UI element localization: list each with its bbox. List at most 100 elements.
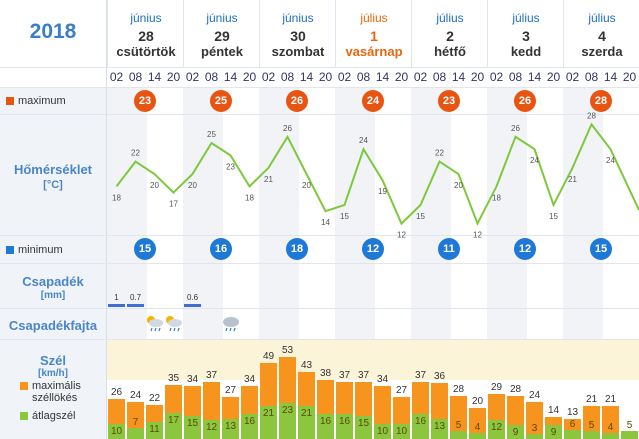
precip-value-label: 0.6 bbox=[186, 293, 199, 302]
wind-gust-label: 38 bbox=[319, 368, 332, 380]
hour-label: 08 bbox=[128, 70, 143, 84]
wind-avg-label: 21 bbox=[262, 408, 275, 420]
temperature-point-label: 12 bbox=[473, 231, 482, 240]
hour-label: 14 bbox=[299, 70, 314, 84]
day-header[interactable]: július 3 kedd bbox=[487, 0, 564, 67]
wind-gust-label: 20 bbox=[471, 396, 484, 407]
hour-label: 02 bbox=[413, 70, 428, 84]
day-name: csütörtök bbox=[116, 44, 176, 59]
temperature-point-label: 22 bbox=[435, 149, 444, 158]
night-band bbox=[411, 87, 451, 339]
wind-gust-label: 37 bbox=[205, 369, 218, 381]
wind-gust-label: 22 bbox=[148, 392, 161, 404]
wind-gust-label: 26 bbox=[110, 386, 123, 398]
wind-gust-label: 13 bbox=[566, 406, 579, 418]
day-name: szerda bbox=[581, 44, 623, 59]
wind-gust-label: 24 bbox=[528, 389, 541, 401]
day-number: 30 bbox=[290, 28, 306, 44]
max-legend-square bbox=[6, 97, 14, 106]
day-name: kedd bbox=[510, 44, 542, 59]
wind-avg-bar bbox=[621, 431, 638, 439]
night-band bbox=[259, 87, 299, 339]
temperature-point-label: 15 bbox=[416, 212, 425, 221]
day-header[interactable]: július 4 szerda bbox=[563, 0, 639, 67]
hour-label: 20 bbox=[166, 70, 181, 84]
wind-avg-label: 16 bbox=[319, 416, 332, 428]
wind-avg-bar bbox=[412, 414, 429, 439]
wind-gust-label: 21 bbox=[585, 394, 598, 406]
hour-label: 08 bbox=[508, 70, 523, 84]
wind-avg-bar bbox=[222, 418, 239, 439]
wind-avg-label: 10 bbox=[376, 425, 389, 437]
wind-avg-bar bbox=[602, 432, 619, 439]
wind-avg-bar bbox=[583, 431, 600, 439]
hour-label: 20 bbox=[242, 70, 257, 84]
wind-avg-bar bbox=[146, 421, 163, 439]
wind-gust-label: 37 bbox=[338, 369, 351, 381]
day-name: péntek bbox=[201, 44, 243, 59]
day-month: június bbox=[130, 11, 162, 25]
wind-avg-bar bbox=[336, 414, 353, 439]
hour-label: 20 bbox=[470, 70, 485, 84]
wind-avg-bar bbox=[431, 418, 448, 439]
day-header[interactable]: június 30 szombat bbox=[259, 0, 336, 67]
wind-avg-bar bbox=[545, 425, 562, 439]
day-header[interactable]: július 2 hétfő bbox=[411, 0, 488, 67]
night-band bbox=[183, 87, 223, 339]
wind-avg-label: 7 bbox=[132, 417, 139, 429]
temperature-point-label: 21 bbox=[264, 175, 273, 184]
day-number: 3 bbox=[522, 28, 530, 44]
rain-sun-icon bbox=[164, 313, 184, 338]
temperature-point-label: 20 bbox=[188, 181, 197, 190]
hour-label: 08 bbox=[584, 70, 599, 84]
day-header[interactable]: június 28 csütörtök bbox=[107, 0, 184, 67]
max-temp-badge: 26 bbox=[286, 90, 308, 112]
precip-bar bbox=[184, 304, 201, 307]
min-temp-badge: 15 bbox=[134, 238, 156, 260]
wind-avg-label: 15 bbox=[357, 417, 370, 429]
night-band bbox=[487, 87, 527, 339]
wind-avg-legend: átlagszél bbox=[20, 410, 75, 422]
wind-gust-bar bbox=[450, 395, 467, 439]
wind-gust-label: 34 bbox=[186, 374, 199, 386]
wind-avg-bar bbox=[355, 415, 372, 439]
wind-avg-bar bbox=[260, 406, 277, 439]
minimum-label: minimum bbox=[6, 244, 63, 256]
day-month: július bbox=[436, 11, 464, 25]
hour-label: 14 bbox=[527, 70, 542, 84]
day-header[interactable]: július 1 vasárnap bbox=[335, 0, 412, 67]
wind-gust-label: 53 bbox=[281, 344, 294, 356]
gust-legend-square bbox=[20, 382, 28, 390]
temperature-point-label: 20 bbox=[150, 181, 159, 190]
wind-gust-label: 14 bbox=[547, 405, 560, 417]
temperature-point-label: 15 bbox=[549, 212, 558, 221]
wind-avg-label: 3 bbox=[531, 423, 538, 435]
day-month: július bbox=[512, 11, 540, 25]
day-number: 28 bbox=[138, 28, 154, 44]
wind-avg-label: 16 bbox=[414, 416, 427, 428]
wind-gust-label: 37 bbox=[357, 369, 370, 381]
wind-avg-bar bbox=[203, 420, 220, 439]
min-legend-square bbox=[6, 246, 14, 255]
wind-avg-bar bbox=[469, 432, 486, 439]
wind-avg-bar bbox=[526, 434, 543, 439]
day-month: június bbox=[206, 11, 238, 25]
wind-avg-bar bbox=[507, 425, 524, 439]
wind-gust-label: 21 bbox=[604, 394, 617, 406]
hour-label: 02 bbox=[489, 70, 504, 84]
precip-bar bbox=[108, 304, 125, 307]
wind-area-highlight bbox=[107, 340, 639, 380]
precip-title: Csapadék bbox=[22, 274, 84, 289]
wind-avg-label: 16 bbox=[243, 416, 256, 428]
wind-avg-bar bbox=[488, 420, 505, 439]
min-temp-badge: 15 bbox=[590, 238, 612, 260]
hour-label: 14 bbox=[451, 70, 466, 84]
hour-label: 20 bbox=[546, 70, 561, 84]
wind-avg-label: 15 bbox=[186, 417, 199, 429]
wind-title: Szél bbox=[39, 353, 66, 368]
hour-label: 08 bbox=[356, 70, 371, 84]
day-header[interactable]: június 29 péntek bbox=[183, 0, 260, 67]
precip-bar bbox=[127, 304, 144, 307]
max-temp-badge: 23 bbox=[438, 90, 460, 112]
